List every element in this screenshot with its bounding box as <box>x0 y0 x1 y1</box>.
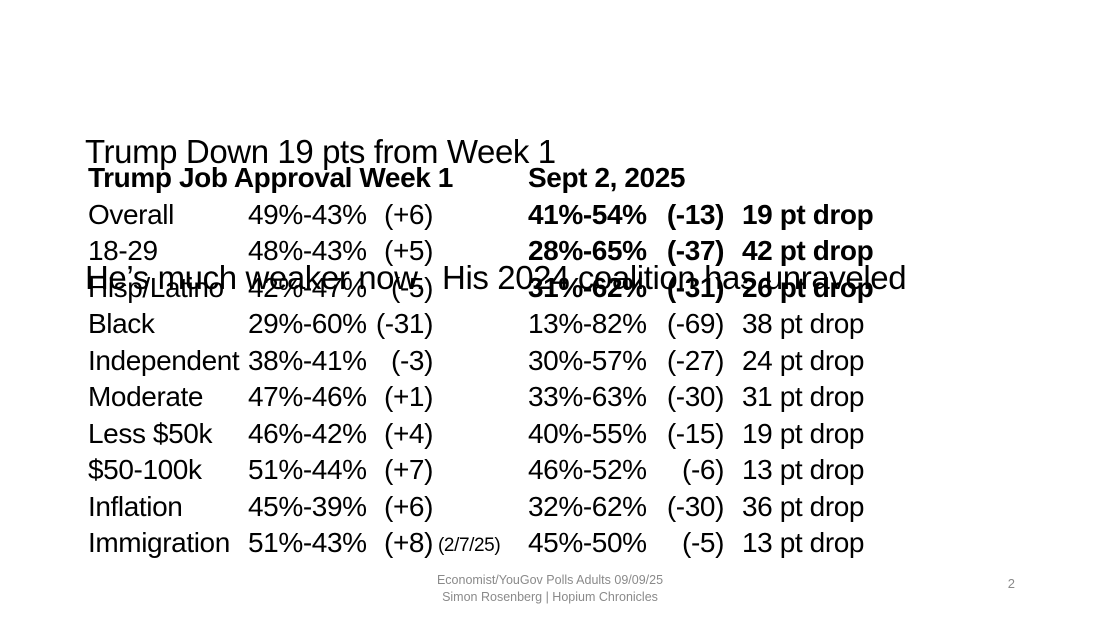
row-label: Hisp/Latino <box>88 271 224 303</box>
week1-margin: (+1) <box>384 381 433 412</box>
sept-margin: (-6) <box>682 454 724 485</box>
date-note <box>433 455 528 492</box>
footer-author-line: Simon Rosenberg | Hopium Chronicles <box>442 590 658 604</box>
row-label: Less $50k <box>88 417 213 449</box>
row-label: Overall <box>88 198 174 230</box>
week1-approval: 45%-39% <box>248 490 367 522</box>
pt-drop: 31 pt drop <box>742 381 865 412</box>
week1-margin: (+7) <box>384 454 433 485</box>
table-row: Inflation 45%-39% (+6) 32%-62% (-30) 36 … <box>88 489 873 526</box>
week1-margin: (+6) <box>384 198 433 230</box>
row-label: Moderate <box>88 381 204 412</box>
week1-approval: 51%-44% <box>248 454 367 485</box>
date-note <box>433 236 528 273</box>
week1-margin: (+4) <box>384 417 433 449</box>
week1-approval: 51%-43% <box>248 527 367 558</box>
week1-approval: 47%-46% <box>248 381 367 412</box>
sept-margin: (-31) <box>666 271 725 303</box>
row-label: 18-29 <box>88 235 158 266</box>
sept-approval: 40%-55% <box>528 417 647 449</box>
table-row: Independent 38%-41% (-3) 30%-57% (-27) 2… <box>88 343 873 380</box>
date-note <box>433 200 528 237</box>
week1-margin: (-5) <box>391 271 433 303</box>
date-note <box>433 309 528 346</box>
pt-drop: 19 pt drop <box>742 198 874 230</box>
row-label: Black <box>88 308 155 339</box>
table-row: 18-29 48%-43% (+5) 28%-65% (-37) 42 pt d… <box>88 233 874 273</box>
sept-approval: 46%-52% <box>528 454 647 485</box>
row-label: Independent <box>88 344 240 376</box>
sept-approval: 45%-50% <box>528 527 647 558</box>
table-row: Black 29%-60% (-31) 13%-82% (-69) 38 pt … <box>88 306 873 343</box>
pt-drop: 13 pt drop <box>742 527 865 558</box>
table-row: Moderate 47%-46% (+1) 33%-63% (-30) 31 p… <box>88 379 873 416</box>
sept-margin: (-30) <box>666 490 725 522</box>
table-rows: Overall 49%-43% (+6) 41%-54% (-13) 19 pt… <box>88 197 874 562</box>
sept-approval: 41%-54% <box>528 198 647 230</box>
week1-margin: (-3) <box>391 344 433 376</box>
sept-margin: (-15) <box>666 417 725 449</box>
week1-approval: 38%-41% <box>248 344 367 376</box>
row-label: Inflation <box>88 490 183 522</box>
table-header-row: Trump Job Approval Week 1 Sept 2, 2025 <box>88 160 873 197</box>
table-row: Less $50k 46%-42% (+4) 40%-55% (-15) 19 … <box>88 416 873 453</box>
date-note <box>433 492 528 529</box>
pt-drop: 24 pt drop <box>742 344 865 376</box>
pt-drop: 42 pt drop <box>742 235 874 266</box>
sept-approval: 32%-62% <box>528 490 647 522</box>
pt-drop: 36 pt drop <box>742 490 865 522</box>
table-row: Immigration 51%-43% (+8) (2/7/25) 45%-50… <box>88 525 873 562</box>
title-line-1: Trump Down 19 pts from Week 1 <box>85 133 556 170</box>
sept-margin: (-30) <box>666 381 725 412</box>
pt-drop: 19 pt drop <box>742 417 865 449</box>
date-note <box>433 419 528 456</box>
date-note <box>433 273 528 310</box>
week1-approval: 29%-60% <box>248 308 367 339</box>
sept-margin: (-37) <box>666 235 725 266</box>
row-label: $50-100k <box>88 454 202 485</box>
table-row: Hisp/Latino 42%-47% (-5) 31%-62% (-31) 2… <box>88 270 874 310</box>
sept-margin: (-69) <box>666 308 725 339</box>
date-note: (2/7/25) <box>438 535 501 556</box>
week1-margin: (+6) <box>384 490 433 522</box>
row-label: Immigration <box>88 527 230 558</box>
pt-drop: 26 pt drop <box>742 271 874 303</box>
sept-approval: 13%-82% <box>528 308 647 339</box>
date-note <box>433 382 528 419</box>
week1-margin: (-31) <box>375 308 434 339</box>
week1-approval: 46%-42% <box>248 417 367 449</box>
approval-table: Trump Job Approval Week 1 Sept 2, 2025 O… <box>88 160 874 562</box>
page-number: 2 <box>1007 576 1015 591</box>
sept-approval: 31%-62% <box>528 271 647 303</box>
sept-approval: 30%-57% <box>528 344 647 376</box>
table-row: $50-100k 51%-44% (+7) 46%-52% (-6) 13 pt… <box>88 452 873 489</box>
header-date-label: Sept 2, 2025 <box>528 162 686 193</box>
footer-source-line: Economist/YouGov Polls Adults 09/09/25 <box>436 573 664 587</box>
sept-approval: 28%-65% <box>528 235 647 266</box>
pt-drop: 38 pt drop <box>742 308 865 339</box>
date-note <box>433 346 528 383</box>
table-row: Overall 49%-43% (+6) 41%-54% (-13) 19 pt… <box>88 197 874 237</box>
header-week1-label: Trump Job Approval Week 1 <box>88 162 453 193</box>
week1-approval: 49%-43% <box>248 198 367 230</box>
footer: Economist/YouGov Polls Adults 09/09/25 S… <box>0 572 1100 606</box>
sept-margin: (-27) <box>666 344 725 376</box>
sept-approval: 33%-63% <box>528 381 647 412</box>
sept-margin: (-13) <box>666 198 725 230</box>
week1-approval: 42%-47% <box>248 271 367 303</box>
title-line-2: He’s much weaker now. His 2024 coalition… <box>85 259 907 296</box>
week1-margin: (+8) <box>384 527 433 558</box>
slide-title: Trump Down 19 pts from Week 1 He’s much … <box>85 47 907 383</box>
week1-margin: (+5) <box>384 235 433 266</box>
week1-approval: 48%-43% <box>248 235 367 266</box>
sept-margin: (-5) <box>682 527 724 558</box>
pt-drop: 13 pt drop <box>742 454 865 485</box>
